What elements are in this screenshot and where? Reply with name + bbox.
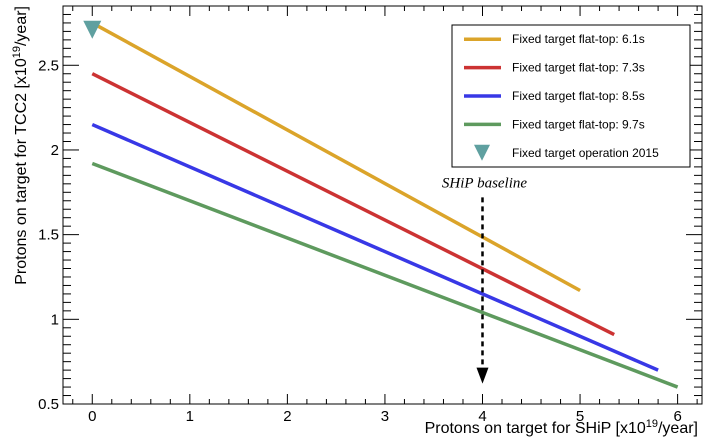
x-tick-label: 3 — [381, 408, 389, 425]
x-tick-label: 4 — [478, 408, 486, 425]
x-tick-label: 1 — [186, 408, 194, 425]
legend-entry-label: Fixed target flat-top: 9.7s — [512, 117, 645, 131]
legend-swatch-marker — [474, 144, 490, 161]
plot-frame — [62, 5, 703, 405]
x-tick-label: 5 — [576, 408, 584, 425]
axes: 0 1 2 3 4 5 6 0.5 1 1.5 2 2.5 — [38, 5, 702, 425]
baseline-arrow-head — [476, 367, 489, 384]
y-axis-label: Protons on target for TCC2 [x1019/year] — [11, 6, 30, 285]
x-tick-label: 2 — [283, 408, 291, 425]
y-tick-label: 1.5 — [38, 227, 59, 244]
series-line-2 — [91, 72, 615, 337]
series-line-3 — [91, 122, 659, 372]
x-axis-label: Protons on target for SHiP [x1019/year] — [425, 418, 698, 437]
x-tick-label: 6 — [673, 408, 681, 425]
plot-area-border — [62, 5, 703, 405]
marker-layer — [83, 20, 102, 39]
y-tick-label: 0.5 — [38, 396, 59, 413]
legend-entry-label: Fixed target flat-top: 6.1s — [512, 32, 645, 46]
series-line-4 — [91, 161, 679, 389]
series-layer — [91, 21, 679, 389]
x-tick-label: 0 — [88, 408, 96, 425]
marker-triangle-1 — [83, 20, 102, 39]
baseline-annotation-label: SHiP baseline — [442, 175, 527, 191]
y-tick-label: 1 — [51, 311, 59, 328]
legend: Fixed target flat-top: 6.1s Fixed target … — [451, 24, 691, 168]
legend-entry-label: Fixed target flat-top: 7.3s — [512, 61, 645, 75]
legend-entry-label: Fixed target flat-top: 8.5s — [512, 89, 645, 103]
annotation-layer: SHiP baseline — [442, 175, 527, 384]
y-tick-label: 2.5 — [38, 57, 59, 74]
legend-entry-label: Fixed target operation 2015 — [512, 146, 659, 160]
y-tick-label: 2 — [51, 142, 59, 159]
series-line-1 — [91, 21, 581, 293]
